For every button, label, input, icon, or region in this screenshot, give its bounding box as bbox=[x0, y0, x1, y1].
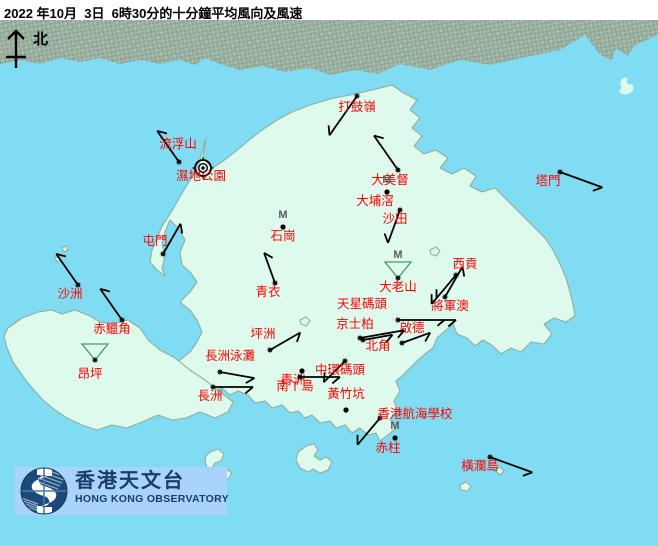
svg-text:沙田: 沙田 bbox=[382, 212, 407, 226]
svg-text:黃竹坑: 黃竹坑 bbox=[327, 386, 365, 401]
svg-text:將軍澳: 將軍澳 bbox=[431, 298, 469, 313]
svg-text:北角: 北角 bbox=[365, 339, 390, 353]
svg-text:昂坪: 昂坪 bbox=[77, 367, 102, 381]
svg-text:長洲泳灘: 長洲泳灘 bbox=[205, 349, 256, 363]
svg-text:坪洲: 坪洲 bbox=[250, 327, 275, 341]
svg-text:塔門: 塔門 bbox=[535, 174, 560, 188]
svg-text:青衣: 青衣 bbox=[255, 284, 281, 299]
svg-text:長洲: 長洲 bbox=[197, 389, 222, 403]
svg-text:石崗: 石崗 bbox=[270, 229, 295, 243]
svg-text:天星碼頭: 天星碼頭 bbox=[337, 297, 388, 311]
svg-text:赤柱: 赤柱 bbox=[375, 440, 400, 455]
svg-text:大埔滘: 大埔滘 bbox=[356, 194, 394, 208]
svg-text:大老山: 大老山 bbox=[379, 280, 417, 294]
svg-text:北: 北 bbox=[33, 31, 48, 48]
svg-text:M: M bbox=[390, 420, 399, 432]
svg-text:香港航海學校: 香港航海學校 bbox=[377, 406, 453, 421]
svg-text:M: M bbox=[382, 174, 391, 186]
svg-text:京士柏: 京士柏 bbox=[336, 316, 374, 331]
svg-text:屯門: 屯門 bbox=[142, 234, 167, 248]
svg-text:M: M bbox=[393, 249, 402, 261]
svg-text:中環碼頭: 中環碼頭 bbox=[315, 362, 366, 377]
svg-text:打鼓嶺: 打鼓嶺 bbox=[338, 100, 376, 114]
svg-text:M: M bbox=[278, 209, 287, 221]
svg-text:橫瀾島: 橫瀾島 bbox=[461, 458, 499, 473]
svg-text:濕地公園: 濕地公園 bbox=[176, 169, 226, 183]
svg-text:西貢: 西貢 bbox=[452, 257, 477, 271]
svg-text:沙洲: 沙洲 bbox=[57, 287, 82, 301]
svg-text:流浮山: 流浮山 bbox=[159, 137, 197, 151]
svg-text:南丫島: 南丫島 bbox=[276, 378, 314, 393]
svg-text:赤鱲角: 赤鱲角 bbox=[93, 322, 131, 336]
